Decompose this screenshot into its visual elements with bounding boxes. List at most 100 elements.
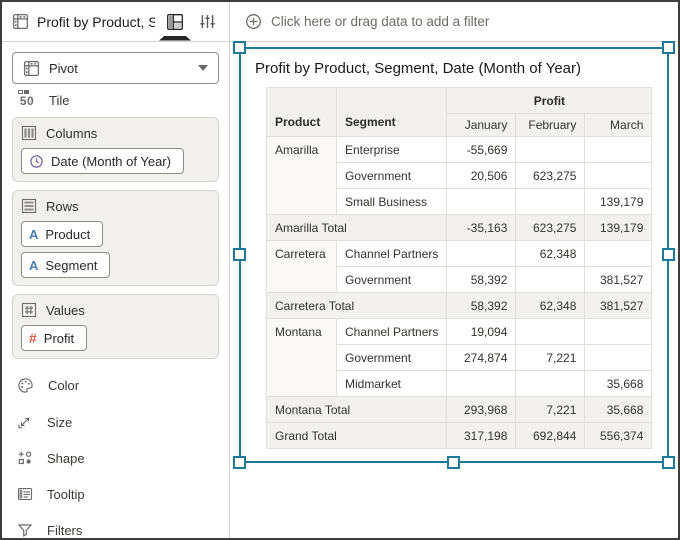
month-header[interactable]: March [584, 113, 653, 137]
attribute-icon: A [29, 257, 39, 273]
segment-cell[interactable]: Government [335, 266, 448, 293]
segment-cell[interactable]: Channel Partners [335, 318, 448, 345]
grammar-panel-button[interactable] [159, 10, 191, 41]
value-cell[interactable] [584, 318, 653, 345]
color-label: Color [48, 378, 80, 393]
value-cell[interactable] [584, 136, 653, 163]
chevron-down-icon [198, 65, 208, 71]
viz-selection-frame[interactable]: Profit by Product, Segment, Date (Month … [233, 41, 675, 469]
segment-cell[interactable]: Government [335, 344, 448, 371]
value-cell[interactable]: 20,506 [446, 162, 517, 189]
value-cell[interactable] [446, 188, 517, 215]
value-cell[interactable]: 623,275 [515, 214, 586, 241]
value-cell[interactable]: 35,668 [584, 396, 653, 423]
canvas[interactable]: Profit by Product, Segment, Date (Month … [230, 41, 678, 538]
value-cell[interactable] [515, 370, 586, 397]
total-label-cell[interactable]: Montana Total [265, 396, 448, 423]
attribute-icon: A [29, 226, 39, 242]
segment-cell[interactable]: Government [335, 162, 448, 189]
value-cell[interactable]: 139,179 [584, 188, 653, 215]
value-cell[interactable]: 19,094 [446, 318, 517, 345]
value-cell[interactable] [446, 240, 517, 267]
value-cell[interactable]: 7,221 [515, 344, 586, 371]
value-cell[interactable]: 556,374 [584, 422, 653, 449]
columns-section: Columns Date (Month of Year) [12, 117, 219, 182]
segment-cell[interactable]: Channel Partners [335, 240, 448, 267]
segment-cell[interactable]: Midmarket [335, 370, 448, 397]
color-drop-target[interactable]: Color [12, 367, 219, 404]
pill-profit[interactable]: # Profit [21, 325, 88, 351]
pivot-viz-icon [12, 13, 29, 30]
value-cell[interactable]: 623,275 [515, 162, 586, 189]
value-cell[interactable]: 62,348 [515, 240, 586, 267]
product-column-header[interactable]: Product [266, 87, 337, 137]
value-cell[interactable]: 293,968 [446, 396, 517, 423]
value-cell[interactable] [446, 370, 517, 397]
value-cell[interactable]: 58,392 [446, 266, 517, 293]
resize-handle-top-right[interactable] [662, 41, 675, 54]
value-cell[interactable]: 58,392 [446, 292, 517, 319]
filters-drop-target[interactable]: Filters [12, 512, 219, 538]
resize-handle-bottom-right[interactable] [662, 456, 675, 469]
month-header[interactable]: February [515, 113, 586, 137]
value-cell[interactable]: -35,163 [446, 214, 517, 241]
value-cell[interactable] [515, 188, 586, 215]
value-cell[interactable] [515, 136, 586, 163]
month-header[interactable]: January [446, 113, 517, 137]
value-cell[interactable]: 62,348 [515, 292, 586, 319]
value-cell[interactable]: 35,668 [584, 370, 653, 397]
product-cell[interactable]: Montana [266, 318, 337, 397]
viz-type-value: Pivot [49, 60, 78, 76]
size-label: Size [47, 414, 73, 430]
shape-drop-target[interactable]: Shape [12, 440, 219, 476]
settings-sliders-button[interactable] [195, 10, 219, 34]
resize-handle-bottom-center[interactable] [447, 456, 460, 469]
tooltip-drop-target[interactable]: Tooltip [12, 476, 219, 512]
measure-icon: # [29, 330, 37, 346]
profit-measure-header[interactable]: Profit [446, 87, 653, 114]
segment-column-header[interactable]: Segment [335, 87, 448, 137]
value-cell[interactable]: 317,198 [446, 422, 517, 449]
pill-label: Date (Month of Year) [51, 153, 171, 169]
rows-icon [21, 198, 37, 214]
pivot-table: Product Segment Profit January February … [265, 87, 653, 449]
segment-cell[interactable]: Enterprise [335, 136, 448, 163]
resize-handle-bottom-left[interactable] [233, 456, 246, 469]
value-cell[interactable] [515, 318, 586, 345]
resize-handle-mid-right[interactable] [662, 248, 675, 261]
total-label-cell[interactable]: Amarilla Total [265, 214, 448, 241]
pill-date-month-of-year[interactable]: Date (Month of Year) [21, 148, 184, 174]
value-cell[interactable] [584, 240, 653, 267]
viz-type-dropdown[interactable]: Pivot [12, 52, 219, 84]
pivot-title: Profit by Product, Segment, Date (Month … [255, 60, 582, 77]
value-cell[interactable] [515, 266, 586, 293]
viz-title-truncated: Profit by Product, S... [37, 13, 155, 30]
product-cell[interactable]: Amarilla [266, 136, 337, 215]
value-cell[interactable]: 381,527 [584, 292, 653, 319]
pivot-data-row: Amarilla Enterprise -55,669 [266, 136, 653, 215]
value-cell[interactable] [584, 162, 653, 189]
value-cell[interactable]: 381,527 [584, 266, 653, 293]
value-cell[interactable]: -55,669 [446, 136, 517, 163]
value-cell[interactable]: 139,179 [584, 214, 653, 241]
total-label-cell[interactable]: Grand Total [265, 422, 448, 449]
tooltip-label: Tooltip [47, 486, 85, 502]
selected-tab-indicator [159, 35, 191, 41]
value-cell[interactable]: 274,874 [446, 344, 517, 371]
pivot-visualization: Profit by Product, Segment, Date (Month … [241, 49, 667, 461]
pill-product[interactable]: A Product [21, 221, 104, 247]
rows-label: Rows [46, 198, 79, 214]
filter-bar[interactable]: Click here or drag data to add a filter [230, 2, 678, 41]
resize-handle-top-left[interactable] [233, 41, 246, 54]
value-cell[interactable] [584, 344, 653, 371]
value-cell[interactable]: 7,221 [515, 396, 586, 423]
tile-drop-target[interactable]: 50 Tile [12, 84, 219, 117]
resize-handle-mid-left[interactable] [233, 248, 246, 261]
segment-cell[interactable]: Small Business [335, 188, 448, 215]
value-cell[interactable]: 692,844 [515, 422, 586, 449]
pill-segment[interactable]: A Segment [21, 252, 111, 278]
values-grid-icon [21, 302, 37, 318]
product-cell[interactable]: Carretera [266, 240, 337, 293]
size-drop-target[interactable]: Size [12, 404, 219, 440]
total-label-cell[interactable]: Carretera Total [265, 292, 448, 319]
